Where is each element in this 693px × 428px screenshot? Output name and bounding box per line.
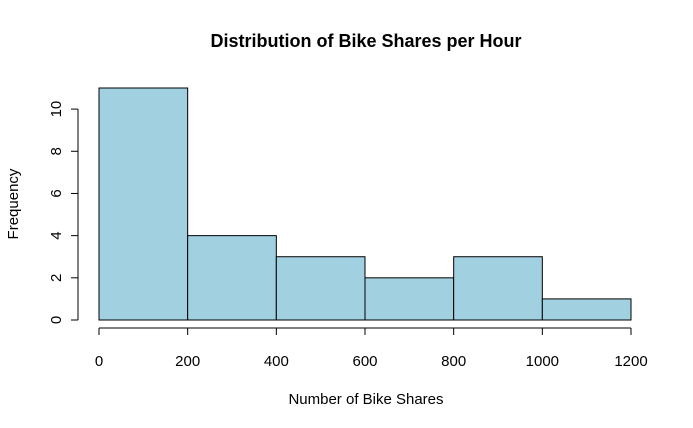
chart-title: Distribution of Bike Shares per Hour (210, 31, 521, 51)
histogram-bar-2 (275, 256, 366, 321)
x-axis-label: Number of Bike Shares (288, 391, 443, 408)
histogram-bar-4 (453, 256, 543, 321)
x-tick-label: 400 (264, 353, 289, 370)
histogram-bar-1 (187, 235, 277, 321)
x-tick-label: 1000 (526, 353, 559, 370)
x-tick-label: 200 (175, 353, 200, 370)
x-tick-label: 800 (441, 353, 466, 370)
x-tick-label: 1200 (614, 353, 647, 370)
y-tick-label: 0 (48, 316, 65, 324)
y-axis-label: Frequency (5, 168, 22, 239)
x-tick-label: 0 (95, 353, 103, 370)
y-tick-label: 2 (48, 274, 65, 282)
y-tick-label: 8 (48, 147, 65, 155)
histogram-bar-5 (541, 298, 632, 321)
histogram-bar-3 (364, 277, 455, 321)
x-tick-label: 600 (352, 353, 377, 370)
y-tick-label: 4 (48, 231, 65, 239)
y-axis: 0 2 4 6 8 10 (48, 101, 79, 324)
y-tick-label: 6 (48, 189, 65, 197)
bars-group (98, 87, 632, 321)
y-tick-label: 10 (48, 101, 65, 118)
histogram-bar-0 (98, 87, 189, 321)
x-axis: 0 200 400 600 800 1000 1200 (95, 327, 648, 370)
